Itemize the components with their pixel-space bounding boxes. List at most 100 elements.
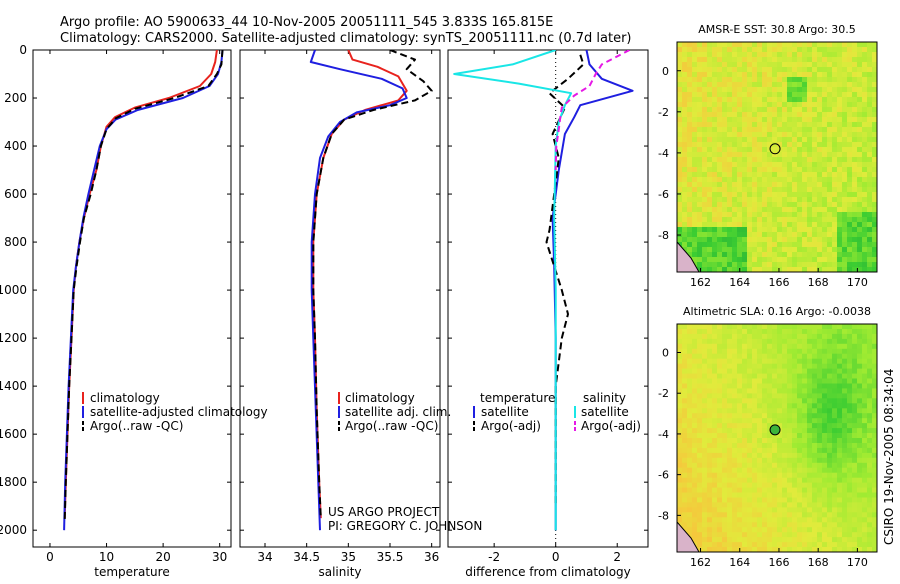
map-cell <box>862 247 868 253</box>
map-cell <box>857 517 863 523</box>
map-cell <box>817 522 823 528</box>
map-cell <box>852 192 858 198</box>
map-cell <box>722 428 728 434</box>
map-cell <box>747 418 753 424</box>
map-cell <box>697 97 703 103</box>
map-cell <box>777 378 783 384</box>
map-cell <box>762 252 768 258</box>
map-cell <box>797 97 803 103</box>
map-cell <box>812 72 818 78</box>
map-cell <box>822 343 828 350</box>
map-cell <box>757 423 763 429</box>
map-cell <box>787 152 793 158</box>
map-cell <box>732 162 738 168</box>
map-cell <box>857 167 863 173</box>
map-cell <box>687 97 693 103</box>
map-cell <box>697 262 703 268</box>
map-cell <box>747 443 753 449</box>
map-cell <box>742 42 748 48</box>
map-cell <box>677 428 683 434</box>
map-cell <box>837 329 843 335</box>
map-cell <box>842 497 848 503</box>
map-cell <box>682 172 688 178</box>
map-cell <box>752 482 758 488</box>
map-cell <box>737 192 743 198</box>
map-cell <box>687 428 693 434</box>
map-cell <box>747 527 753 533</box>
map-cell <box>767 237 773 243</box>
map-cell <box>767 232 773 238</box>
map-cell <box>752 348 758 355</box>
map-cell <box>817 72 823 78</box>
map-cell <box>707 393 713 399</box>
map-cell <box>782 517 788 523</box>
map-cell <box>702 267 708 272</box>
map-cell <box>802 132 808 138</box>
map-cell <box>822 242 828 248</box>
map-cell <box>837 438 843 444</box>
map-cell <box>842 147 848 153</box>
coastline-land <box>677 241 700 272</box>
map-cell <box>737 368 743 374</box>
map-cell <box>812 353 818 360</box>
map-cell <box>807 343 813 350</box>
map-cell <box>682 423 688 429</box>
map-cell <box>752 152 758 158</box>
map-cell <box>867 257 873 263</box>
map-cell <box>682 42 688 48</box>
map-cell <box>817 373 823 379</box>
map-cell <box>832 102 838 108</box>
map-cell <box>777 373 783 379</box>
map-cell <box>837 482 843 488</box>
map-cell <box>777 413 783 419</box>
map-cell <box>737 393 743 399</box>
map-cell <box>852 507 858 513</box>
map-cell <box>782 457 788 464</box>
map-cell <box>827 403 833 409</box>
map-cell <box>867 207 873 213</box>
map-cell <box>747 333 753 340</box>
map-cell <box>787 482 793 488</box>
map-cell <box>792 232 798 238</box>
map-cell <box>702 438 708 444</box>
map-cell <box>687 477 693 484</box>
map-cell <box>797 232 803 238</box>
map-cell <box>752 47 758 53</box>
map-cell <box>717 147 723 153</box>
map-cell <box>777 398 783 404</box>
map-cell <box>822 363 828 370</box>
map-cell <box>717 383 723 389</box>
map-cell <box>737 378 743 384</box>
map-cell <box>792 252 798 258</box>
map-cell <box>867 242 873 248</box>
map-cell <box>822 358 828 365</box>
map-cell <box>687 167 693 173</box>
map-cell <box>707 147 713 153</box>
map-cell <box>677 457 683 464</box>
map-cell <box>862 497 868 503</box>
map-cell <box>812 343 818 350</box>
map-cell <box>717 408 723 414</box>
map-cell <box>847 247 853 253</box>
map-cell <box>807 542 813 548</box>
map-cell <box>722 477 728 484</box>
map-cell <box>717 52 723 58</box>
map-cell <box>737 403 743 409</box>
map-cell <box>762 452 768 459</box>
map-cell <box>722 247 728 253</box>
map-cell <box>687 507 693 513</box>
map-cell <box>832 262 838 268</box>
map-cell <box>767 252 773 258</box>
map-cell <box>812 324 818 330</box>
map-cell <box>682 452 688 459</box>
map-cell <box>812 67 818 73</box>
map-cell <box>812 147 818 153</box>
map-cell <box>732 388 738 394</box>
map-cell <box>687 92 693 98</box>
map-cell <box>712 47 718 53</box>
map-cell <box>797 122 803 128</box>
map-cell <box>832 267 838 272</box>
map-cell <box>702 217 708 223</box>
map-cell <box>737 527 743 533</box>
map-cell <box>842 142 848 148</box>
